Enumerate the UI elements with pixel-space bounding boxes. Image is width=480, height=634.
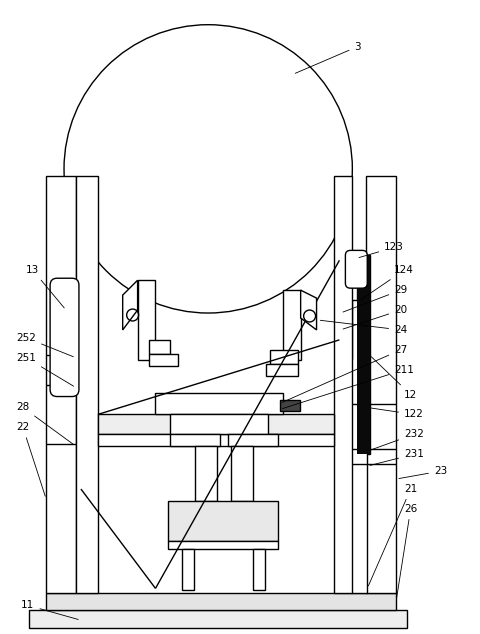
Bar [339, 325, 352, 343]
Bar [265, 364, 297, 376]
Bar [137, 280, 155, 359]
Text: 27: 27 [282, 345, 407, 403]
Bar [279, 399, 299, 411]
Text: 28: 28 [16, 403, 73, 444]
Bar [155, 392, 282, 415]
Bar [350, 300, 367, 593]
Bar [339, 300, 352, 325]
Bar [46, 176, 76, 593]
Bar [168, 501, 277, 541]
Bar [228, 434, 277, 446]
Text: 232: 232 [369, 429, 423, 450]
Text: 22: 22 [16, 422, 45, 496]
FancyBboxPatch shape [50, 278, 79, 396]
Bar [53, 320, 76, 330]
Text: 29: 29 [342, 285, 407, 312]
Bar [339, 343, 352, 359]
Polygon shape [122, 280, 137, 330]
Bar [357, 256, 370, 454]
Text: 124: 124 [359, 265, 413, 301]
Bar [148, 354, 178, 366]
Bar [269, 350, 297, 364]
Bar [168, 541, 277, 548]
Text: 122: 122 [369, 408, 423, 420]
Text: 252: 252 [16, 333, 73, 357]
Text: 123: 123 [358, 242, 403, 257]
Bar [230, 446, 252, 501]
Text: 21: 21 [368, 484, 417, 586]
Text: 26: 26 [396, 504, 417, 598]
Bar [182, 548, 194, 590]
Bar [195, 446, 216, 501]
Bar [97, 434, 334, 446]
Bar [357, 256, 370, 454]
Bar [282, 290, 300, 359]
FancyBboxPatch shape [345, 250, 367, 288]
Text: 231: 231 [369, 450, 423, 465]
Text: 13: 13 [26, 265, 64, 308]
Bar [170, 434, 220, 446]
Text: 3: 3 [295, 42, 360, 74]
Bar [76, 176, 97, 593]
Text: 12: 12 [371, 357, 417, 399]
Bar [148, 340, 170, 354]
Bar [97, 415, 334, 434]
Bar [365, 176, 395, 593]
Text: 11: 11 [21, 600, 78, 619]
Bar [334, 176, 352, 593]
Polygon shape [300, 290, 316, 330]
Text: 211: 211 [282, 365, 413, 409]
Bar [29, 611, 406, 628]
Text: 20: 20 [342, 305, 407, 329]
Bar [170, 415, 267, 434]
Text: 251: 251 [16, 353, 73, 386]
Bar [252, 548, 264, 590]
Text: 23: 23 [398, 466, 446, 479]
Bar [46, 593, 395, 611]
Text: 24: 24 [320, 320, 407, 335]
